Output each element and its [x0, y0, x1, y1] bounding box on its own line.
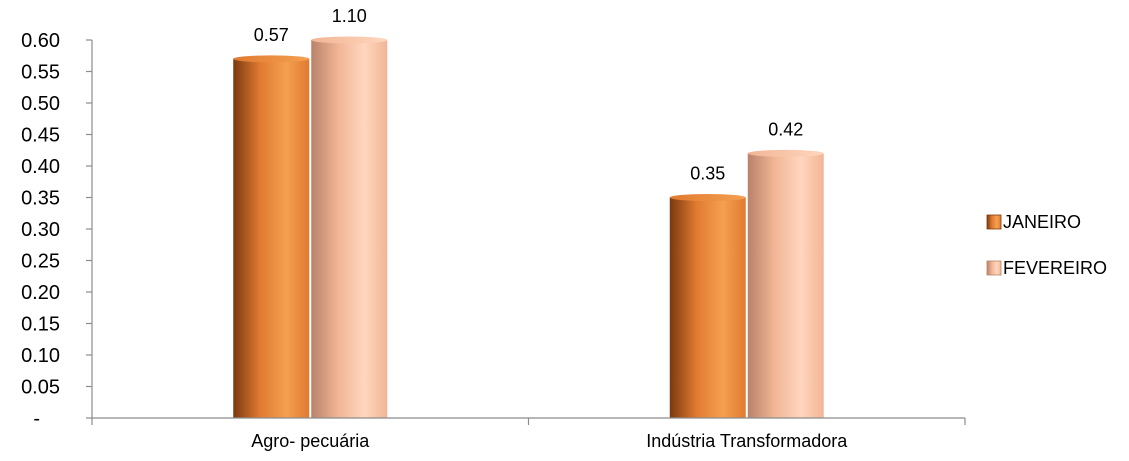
bar-janeiro-0 [233, 58, 310, 419]
legend-label-janeiro: JANEIRO [1003, 212, 1081, 232]
y-tick-label: 0.50 [21, 93, 60, 115]
y-tick-label: 0.40 [21, 156, 60, 178]
bar-cap [233, 55, 310, 63]
bar-fevereiro-0 [311, 40, 388, 418]
x-category-label: Agro- pecuária [251, 431, 370, 451]
bar-cap [747, 149, 824, 157]
y-tick-label: 0.35 [21, 188, 60, 210]
y-tick-label: 0.60 [21, 30, 60, 52]
bar-janeiro-1 [669, 197, 746, 418]
y-tick-label: - [33, 408, 40, 430]
y-tick-label: 0.15 [21, 314, 60, 336]
legend-swatch-fevereiro [986, 260, 1002, 276]
x-axis: Agro- pecuária Indústria Transformadora [91, 417, 966, 451]
y-tick-label: 0.30 [21, 219, 60, 241]
bars: 0.57 1.10 0.35 0.42 [233, 6, 824, 419]
y-tick-label: 0.05 [21, 377, 60, 399]
bar-fevereiro-1 [747, 153, 824, 418]
y-axis: - 0.05 0.10 0.15 0.20 0.25 0.30 0.35 0.40 0.45 0.5… [21, 30, 93, 430]
data-label: 0.35 [690, 164, 725, 184]
y-tick-label: 0.10 [21, 345, 60, 367]
legend-swatch-janeiro [986, 214, 1002, 230]
data-label: 0.57 [254, 25, 289, 45]
y-tick-label: 0.45 [21, 125, 60, 147]
bar-cap [669, 194, 746, 201]
x-category-label: Indústria Transformadora [646, 431, 848, 451]
bar-cap [311, 36, 388, 44]
legend-label-fevereiro: FEVEREIRO [1003, 258, 1107, 278]
data-label: 0.42 [768, 119, 803, 139]
legend: JANEIRO FEVEREIRO [986, 212, 1107, 278]
y-tick-label: 0.55 [21, 62, 60, 84]
data-label: 1.10 [332, 6, 367, 26]
y-tick-label: 0.20 [21, 282, 60, 304]
y-tick-label: 0.25 [21, 251, 60, 273]
